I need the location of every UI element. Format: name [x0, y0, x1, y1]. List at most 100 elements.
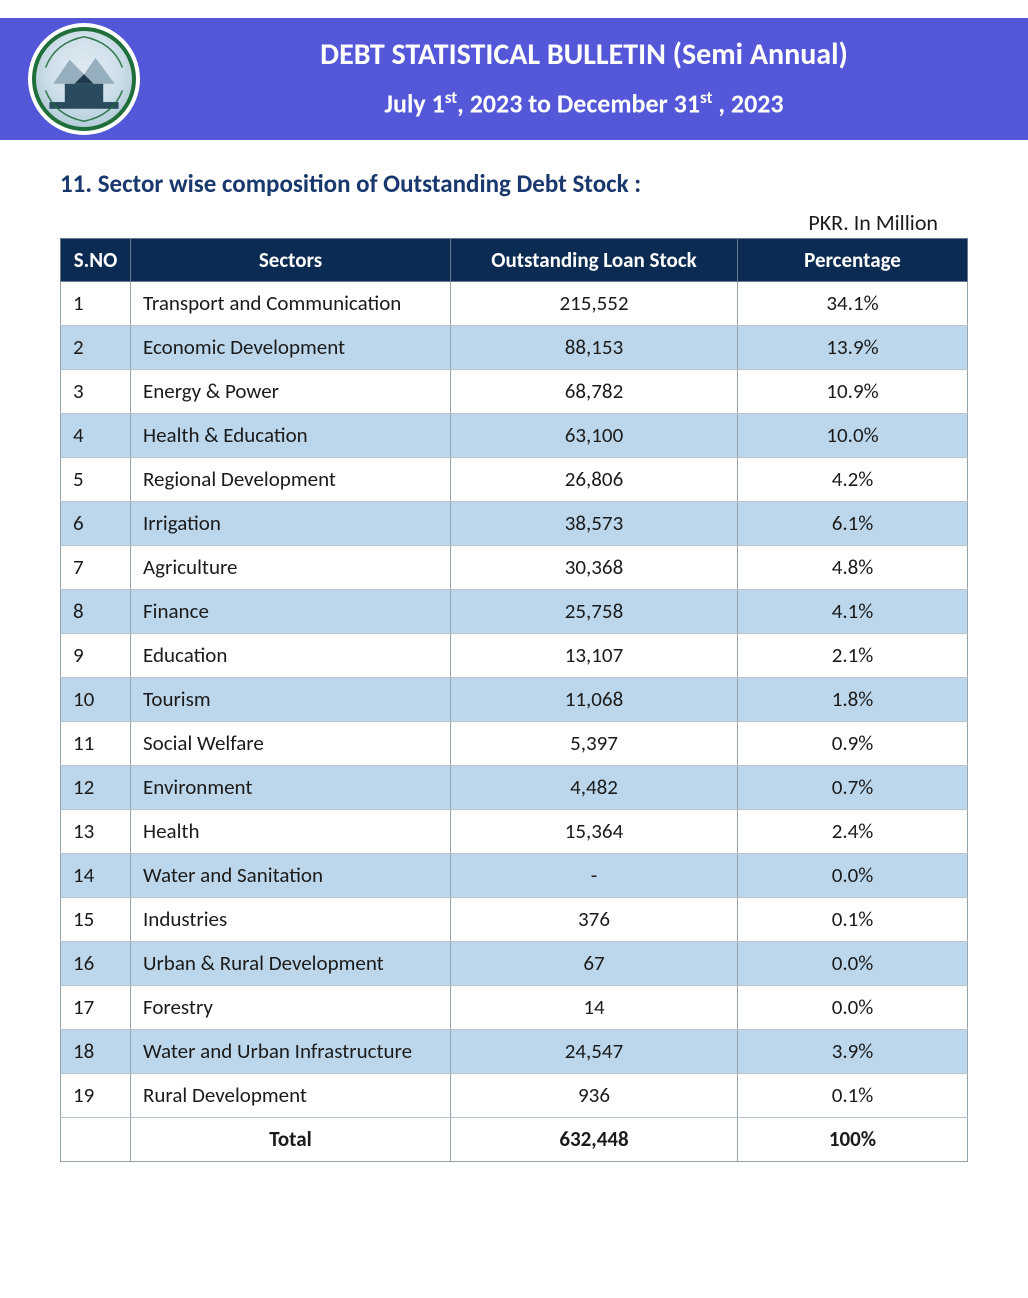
- cell-sno: 3: [61, 369, 131, 413]
- table-row: 3Energy & Power68,78210.9%: [61, 369, 968, 413]
- table-row: 7Agriculture30,3684.8%: [61, 545, 968, 589]
- col-pct: Percentage: [738, 238, 968, 281]
- cell-loan: 25,758: [451, 589, 738, 633]
- cell-sno: 19: [61, 1073, 131, 1117]
- cell-sector: Rural Development: [131, 1073, 451, 1117]
- col-sno: S.NO: [61, 238, 131, 281]
- table-row: 1Transport and Communication215,55234.1%: [61, 281, 968, 325]
- content-area: 11. Sector wise composition of Outstandi…: [0, 140, 1028, 1162]
- col-sector: Sectors: [131, 238, 451, 281]
- cell-pct: 0.1%: [738, 1073, 968, 1117]
- table-header-row: S.NO Sectors Outstanding Loan Stock Perc…: [61, 238, 968, 281]
- header-subtitle: July 1st, 2023 to December 31st , 2023: [40, 87, 988, 120]
- cell-sector: Water and Sanitation: [131, 853, 451, 897]
- cell-sno: 17: [61, 985, 131, 1029]
- debt-table: S.NO Sectors Outstanding Loan Stock Perc…: [60, 238, 968, 1162]
- cell-loan: 68,782: [451, 369, 738, 413]
- table-row: 19Rural Development9360.1%: [61, 1073, 968, 1117]
- cell-sector: Health: [131, 809, 451, 853]
- logo: [28, 23, 140, 135]
- cell-sector: Regional Development: [131, 457, 451, 501]
- subtitle-sup: st: [700, 87, 712, 108]
- cell-pct: 4.1%: [738, 589, 968, 633]
- col-loan: Outstanding Loan Stock: [451, 238, 738, 281]
- cell-pct: 4.2%: [738, 457, 968, 501]
- table-row: 14Water and Sanitation-0.0%: [61, 853, 968, 897]
- table-row: 10Tourism11,0681.8%: [61, 677, 968, 721]
- cell-loan: 88,153: [451, 325, 738, 369]
- cell-sno: 15: [61, 897, 131, 941]
- cell-sector: Tourism: [131, 677, 451, 721]
- cell-pct: 6.1%: [738, 501, 968, 545]
- cell-pct: 0.7%: [738, 765, 968, 809]
- cell-sno: 13: [61, 809, 131, 853]
- cell-sno: 12: [61, 765, 131, 809]
- table-row: 13Health15,3642.4%: [61, 809, 968, 853]
- cell-sector: Finance: [131, 589, 451, 633]
- cell-pct: 2.4%: [738, 809, 968, 853]
- cell-pct: 3.9%: [738, 1029, 968, 1073]
- section-number: 11.: [60, 168, 92, 199]
- cell-sno: 11: [61, 721, 131, 765]
- subtitle-sup: st: [445, 87, 457, 108]
- cell-pct: 13.9%: [738, 325, 968, 369]
- cell-loan: 67: [451, 941, 738, 985]
- cell-loan: 11,068: [451, 677, 738, 721]
- cell-sno: 14: [61, 853, 131, 897]
- table-row: 6Irrigation38,5736.1%: [61, 501, 968, 545]
- cell-sno: 6: [61, 501, 131, 545]
- cell-sno: [61, 1117, 131, 1161]
- cell-pct: 0.1%: [738, 897, 968, 941]
- table-row: 8Finance25,7584.1%: [61, 589, 968, 633]
- header-banner: DEBT STATISTICAL BULLETIN (Semi Annual) …: [0, 18, 1028, 140]
- cell-sno: 10: [61, 677, 131, 721]
- cell-loan: 5,397: [451, 721, 738, 765]
- cell-sno: 18: [61, 1029, 131, 1073]
- table-row: 5Regional Development26,8064.2%: [61, 457, 968, 501]
- cell-sector: Environment: [131, 765, 451, 809]
- cell-sno: 9: [61, 633, 131, 677]
- cell-pct: 0.0%: [738, 941, 968, 985]
- cell-pct: 10.0%: [738, 413, 968, 457]
- table-row: 11Social Welfare5,3970.9%: [61, 721, 968, 765]
- cell-sector: Education: [131, 633, 451, 677]
- cell-pct: 10.9%: [738, 369, 968, 413]
- cell-pct: 2.1%: [738, 633, 968, 677]
- cell-sector: Irrigation: [131, 501, 451, 545]
- cell-loan: 26,806: [451, 457, 738, 501]
- cell-pct: 4.8%: [738, 545, 968, 589]
- cell-loan: -: [451, 853, 738, 897]
- table-row: 16Urban & Rural Development670.0%: [61, 941, 968, 985]
- cell-loan: 38,573: [451, 501, 738, 545]
- table-total-row: Total632,448100%: [61, 1117, 968, 1161]
- cell-loan: 30,368: [451, 545, 738, 589]
- cell-total-label: Total: [131, 1117, 451, 1161]
- section-heading: Sector wise composition of Outstanding D…: [98, 168, 641, 199]
- table-row: 2Economic Development88,15313.9%: [61, 325, 968, 369]
- cell-sno: 16: [61, 941, 131, 985]
- cell-sector: Agriculture: [131, 545, 451, 589]
- cell-pct: 34.1%: [738, 281, 968, 325]
- cell-loan: 14: [451, 985, 738, 1029]
- section-title: 11. Sector wise composition of Outstandi…: [60, 168, 968, 199]
- cell-loan: 376: [451, 897, 738, 941]
- cell-sector: Water and Urban Infrastructure: [131, 1029, 451, 1073]
- subtitle-part: July 1: [384, 88, 444, 120]
- cell-sno: 8: [61, 589, 131, 633]
- cell-loan: 215,552: [451, 281, 738, 325]
- header-title: DEBT STATISTICAL BULLETIN (Semi Annual): [40, 36, 988, 73]
- table-row: 15Industries3760.1%: [61, 897, 968, 941]
- table-row: 4Health & Education63,10010.0%: [61, 413, 968, 457]
- cell-sector: Social Welfare: [131, 721, 451, 765]
- cell-loan: 13,107: [451, 633, 738, 677]
- cell-sector: Economic Development: [131, 325, 451, 369]
- cell-sector: Forestry: [131, 985, 451, 1029]
- cell-loan: 24,547: [451, 1029, 738, 1073]
- cell-sno: 2: [61, 325, 131, 369]
- cell-loan: 4,482: [451, 765, 738, 809]
- cell-pct: 0.9%: [738, 721, 968, 765]
- cell-sector: Energy & Power: [131, 369, 451, 413]
- cell-total-pct: 100%: [738, 1117, 968, 1161]
- cell-pct: 1.8%: [738, 677, 968, 721]
- subtitle-part: , 2023 to December 31: [457, 88, 700, 120]
